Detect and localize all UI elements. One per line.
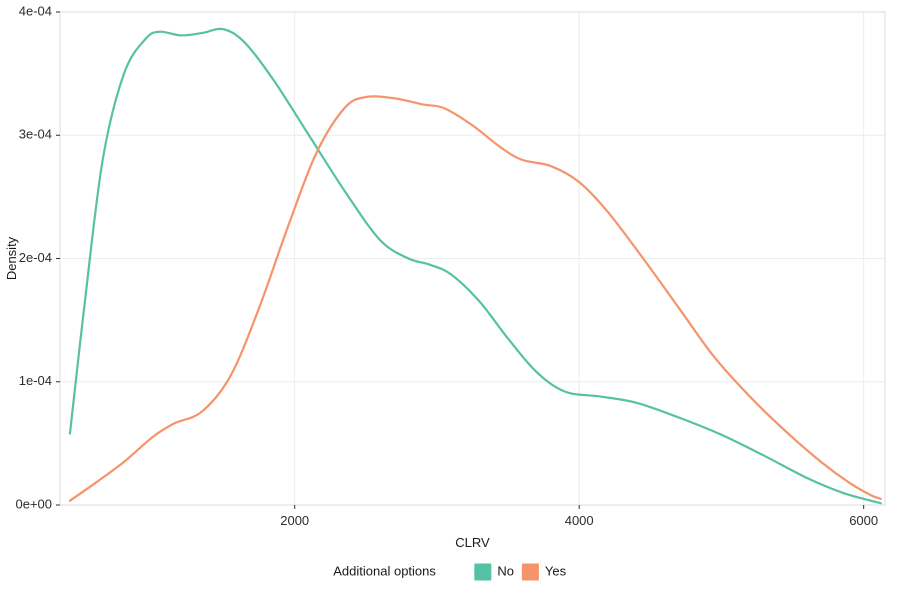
density-chart: 0e+00 1e-04 2e-04 3e-04 4e-04 2000 4000 6000 CLR… xyxy=(0,0,900,600)
x-tick-label: 4000 xyxy=(565,513,594,528)
density-chart-container: 0e+00 1e-04 2e-04 3e-04 4e-04 2000 4000 6000 CLR… xyxy=(0,0,900,600)
legend-item-yes: Yes xyxy=(545,563,567,578)
legend-title: Additional options xyxy=(333,563,436,578)
x-tick-label: 6000 xyxy=(849,513,878,528)
x-tick-label: 2000 xyxy=(280,513,309,528)
plot-panel xyxy=(60,12,885,505)
legend-swatch-yes xyxy=(522,564,539,581)
x-axis-label: CLRV xyxy=(455,535,490,550)
legend-item-no: No xyxy=(497,563,514,578)
y-tick-label: 1e-04 xyxy=(19,373,52,388)
y-tick-label: 0e+00 xyxy=(15,496,52,511)
y-tick-label: 2e-04 xyxy=(19,250,52,265)
y-tick-label: 3e-04 xyxy=(19,127,52,142)
y-axis-label: Density xyxy=(4,236,19,280)
legend-swatch-no xyxy=(474,564,491,581)
y-tick-label: 4e-04 xyxy=(19,3,52,18)
